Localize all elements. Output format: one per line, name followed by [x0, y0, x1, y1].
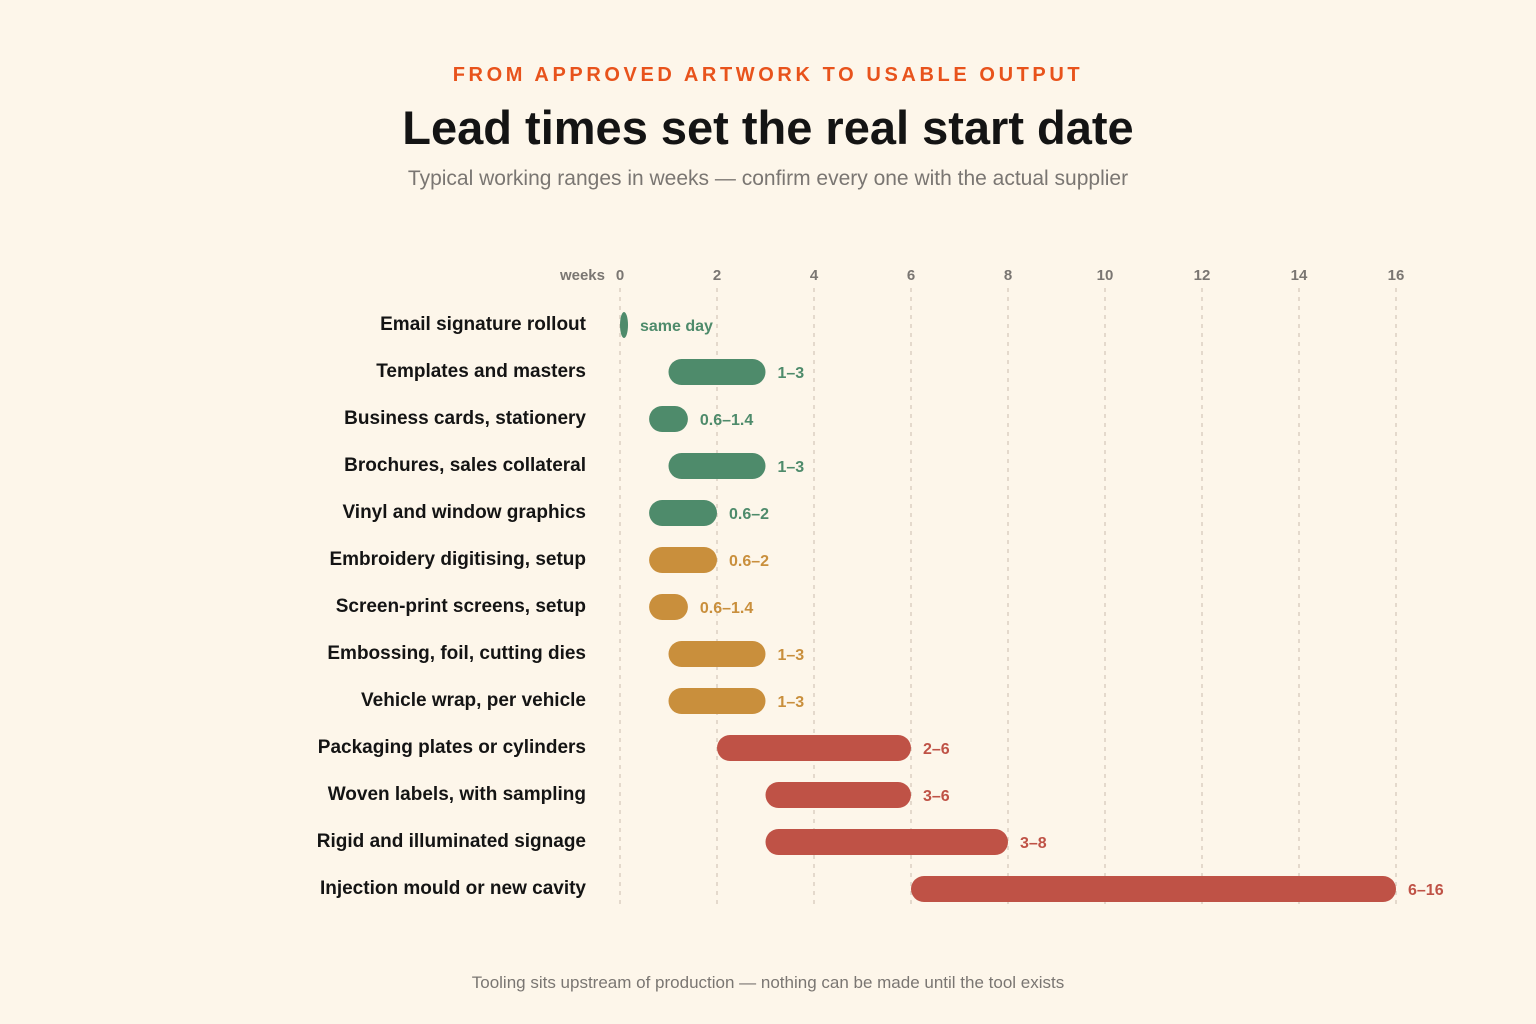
range-value-label: 3–6: [923, 788, 950, 805]
range-bar: [765, 829, 1008, 855]
range-value-label: same day: [640, 318, 713, 335]
x-tick-label: 6: [907, 267, 915, 284]
chart-footnote: Tooling sits upstream of production — no…: [471, 973, 1065, 992]
bar-layer: [620, 312, 1396, 902]
category-label: Screen-print screens, setup: [336, 596, 586, 617]
x-tick-label: 0: [616, 267, 624, 284]
category-label: Rigid and illuminated signage: [317, 831, 586, 852]
chart-subtitle: Typical working ranges in weeks — confir…: [407, 167, 1129, 190]
x-tick-label: 14: [1291, 267, 1308, 284]
range-bar: [649, 500, 717, 526]
category-label: Vehicle wrap, per vehicle: [361, 690, 586, 711]
range-bar: [668, 688, 766, 714]
x-axis-label: weeks: [559, 267, 605, 284]
x-tick-label: 8: [1004, 267, 1012, 284]
range-bar: [649, 406, 688, 432]
x-tick-label: 4: [810, 267, 819, 284]
range-value-label: 0.6–2: [729, 553, 769, 570]
category-label: Brochures, sales collateral: [344, 455, 586, 476]
range-value-label: 3–8: [1020, 835, 1047, 852]
range-bar: [620, 312, 628, 338]
range-bar: [668, 453, 766, 479]
range-bar: [911, 876, 1396, 902]
range-value-label: 0.6–1.4: [700, 600, 753, 617]
range-value-label: 6–16: [1408, 882, 1444, 899]
range-value-label: 0.6–2: [729, 506, 769, 523]
label-layer: Email signature rollout same day Templates…: [317, 314, 1444, 899]
x-tick-label: 16: [1388, 267, 1405, 284]
range-bar: [668, 641, 766, 667]
chart-eyebrow: FROM APPROVED ARTWORK TO USABLE OUTPUT: [452, 64, 1084, 86]
category-label: Email signature rollout: [380, 314, 587, 335]
category-label: Embroidery digitising, setup: [329, 549, 586, 570]
range-value-label: 2–6: [923, 741, 950, 758]
x-tick-label: 12: [1194, 267, 1211, 284]
chart-title: Lead times set the real start date: [402, 101, 1134, 154]
category-label: Embossing, foil, cutting dies: [327, 643, 586, 664]
range-bar: [765, 782, 911, 808]
category-label: Vinyl and window graphics: [342, 502, 586, 523]
range-value-label: 0.6–1.4: [700, 412, 753, 429]
category-label: Packaging plates or cylinders: [318, 737, 586, 758]
category-label: Business cards, stationery: [344, 408, 586, 429]
range-bar: [649, 594, 688, 620]
category-label: Woven labels, with sampling: [328, 784, 586, 805]
range-value-label: 1–3: [778, 694, 805, 711]
range-value-label: 1–3: [778, 459, 805, 476]
range-value-label: 1–3: [778, 365, 805, 382]
range-bar: [668, 359, 766, 385]
grid-layer: [619, 288, 1397, 906]
range-bar: [649, 547, 717, 573]
range-value-label: 1–3: [778, 647, 805, 664]
category-label: Templates and masters: [376, 361, 586, 382]
x-tick-label: 10: [1097, 267, 1114, 284]
category-label: Injection mould or new cavity: [320, 878, 586, 899]
x-tick-label: 2: [713, 267, 721, 284]
tick-layer: weeks 0 2 4 6 8 10 12 14 16: [559, 267, 1404, 284]
range-bar: [717, 735, 911, 761]
